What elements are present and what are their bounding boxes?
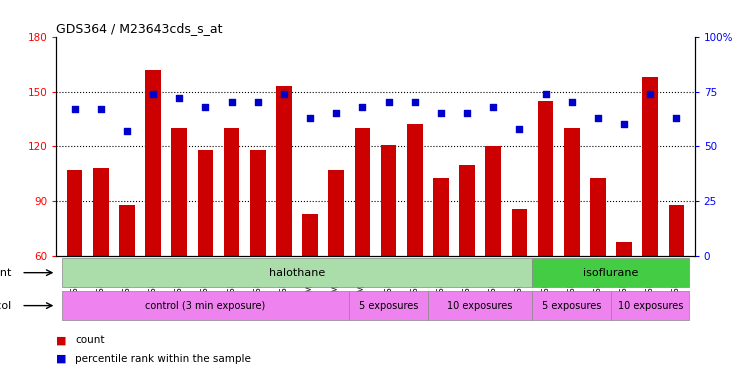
Bar: [511, 209, 527, 256]
Text: 5 exposures: 5 exposures: [542, 300, 602, 311]
Text: count: count: [75, 335, 104, 346]
Bar: [564, 128, 580, 256]
Text: isoflurane: isoflurane: [584, 268, 638, 278]
Point: [566, 100, 578, 105]
Bar: [407, 124, 423, 256]
Point: [121, 128, 133, 134]
Point: [435, 111, 447, 116]
Point: [200, 104, 212, 110]
Point: [487, 104, 499, 110]
Bar: [433, 178, 449, 256]
Point: [95, 106, 107, 112]
Bar: [668, 205, 684, 256]
Bar: [642, 77, 658, 256]
Point: [330, 111, 342, 116]
Bar: [67, 170, 83, 256]
Bar: [171, 128, 187, 256]
Text: GDS364 / M23643cds_s_at: GDS364 / M23643cds_s_at: [56, 22, 223, 36]
Bar: [328, 170, 344, 256]
Point: [68, 106, 80, 112]
Point: [461, 111, 473, 116]
Text: control (3 min exposure): control (3 min exposure): [146, 300, 266, 311]
Point: [225, 100, 237, 105]
Bar: [485, 146, 501, 256]
Point: [592, 115, 604, 121]
Point: [514, 126, 526, 132]
Bar: [538, 101, 553, 256]
Bar: [459, 165, 475, 256]
Bar: [532, 291, 611, 321]
Point: [278, 91, 290, 97]
Bar: [198, 150, 213, 256]
Point: [618, 122, 630, 127]
Bar: [616, 242, 632, 256]
Point: [304, 115, 316, 121]
Text: ■: ■: [56, 354, 67, 364]
Point: [644, 91, 656, 97]
Bar: [250, 150, 266, 256]
Bar: [590, 178, 606, 256]
Bar: [532, 258, 689, 288]
Bar: [302, 214, 318, 256]
Text: agent: agent: [0, 268, 11, 278]
Point: [173, 95, 185, 101]
Bar: [119, 205, 135, 256]
Text: 10 exposures: 10 exposures: [617, 300, 683, 311]
Text: 5 exposures: 5 exposures: [359, 300, 418, 311]
Point: [409, 100, 421, 105]
Text: percentile rank within the sample: percentile rank within the sample: [75, 354, 251, 364]
Bar: [428, 291, 532, 321]
Bar: [381, 145, 397, 256]
Bar: [145, 70, 161, 256]
Text: halothane: halothane: [269, 268, 325, 278]
Text: ■: ■: [56, 335, 67, 346]
Bar: [224, 128, 240, 256]
Point: [252, 100, 264, 105]
Text: protocol: protocol: [0, 300, 11, 311]
Point: [382, 100, 394, 105]
Bar: [354, 128, 370, 256]
Bar: [349, 291, 428, 321]
Bar: [62, 291, 349, 321]
Bar: [93, 168, 109, 256]
Point: [357, 104, 369, 110]
Text: 10 exposures: 10 exposures: [448, 300, 513, 311]
Bar: [611, 291, 689, 321]
Bar: [276, 86, 292, 256]
Bar: [62, 258, 532, 288]
Point: [539, 91, 551, 97]
Point: [671, 115, 683, 121]
Point: [147, 91, 159, 97]
